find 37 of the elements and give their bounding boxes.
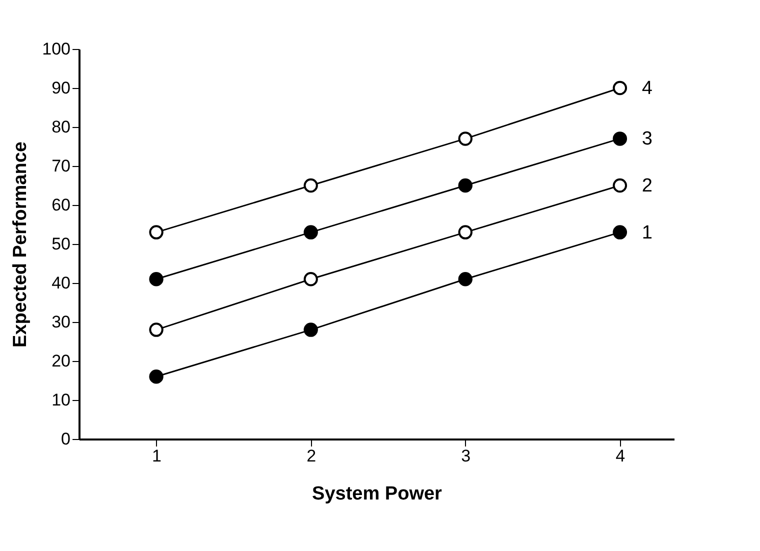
y-tick-label: 70 (52, 156, 70, 176)
point (304, 272, 318, 286)
point (304, 178, 318, 193)
point (149, 369, 164, 384)
y-tick-label: 60 (52, 196, 70, 214)
series-label: 2 (642, 176, 652, 196)
series-label: 3 (642, 128, 652, 150)
y-tick-label: 40 (52, 274, 70, 292)
point (458, 272, 472, 286)
point (304, 225, 318, 240)
x-tick-label: 2 (306, 446, 316, 466)
point (149, 322, 164, 337)
x-tick-label: 4 (616, 446, 626, 466)
point (612, 80, 628, 96)
y-axis-title: Expected Performance (10, 142, 32, 348)
y-tick-label: 50 (52, 234, 70, 254)
point (149, 272, 164, 286)
point (458, 178, 472, 193)
point (612, 178, 628, 193)
x-axis-title: System Power (312, 484, 443, 504)
y-tick-label: 0 (61, 430, 70, 448)
x-tick-label: 1 (152, 446, 162, 466)
series-label: 1 (642, 222, 652, 244)
point (304, 322, 318, 337)
y-tick-label: 100 (42, 40, 70, 58)
x-tick-label: 3 (461, 446, 471, 466)
point (458, 225, 472, 240)
point (612, 225, 628, 240)
point (458, 132, 472, 146)
point (612, 132, 628, 146)
point (149, 225, 164, 240)
y-tick-label: 80 (52, 118, 70, 136)
y-tick-label: 10 (52, 390, 70, 410)
y-tick-label: 90 (52, 78, 70, 98)
y-tick-label: 20 (52, 352, 70, 370)
series-label: 4 (642, 78, 653, 99)
y-tick-label: 30 (52, 312, 70, 332)
